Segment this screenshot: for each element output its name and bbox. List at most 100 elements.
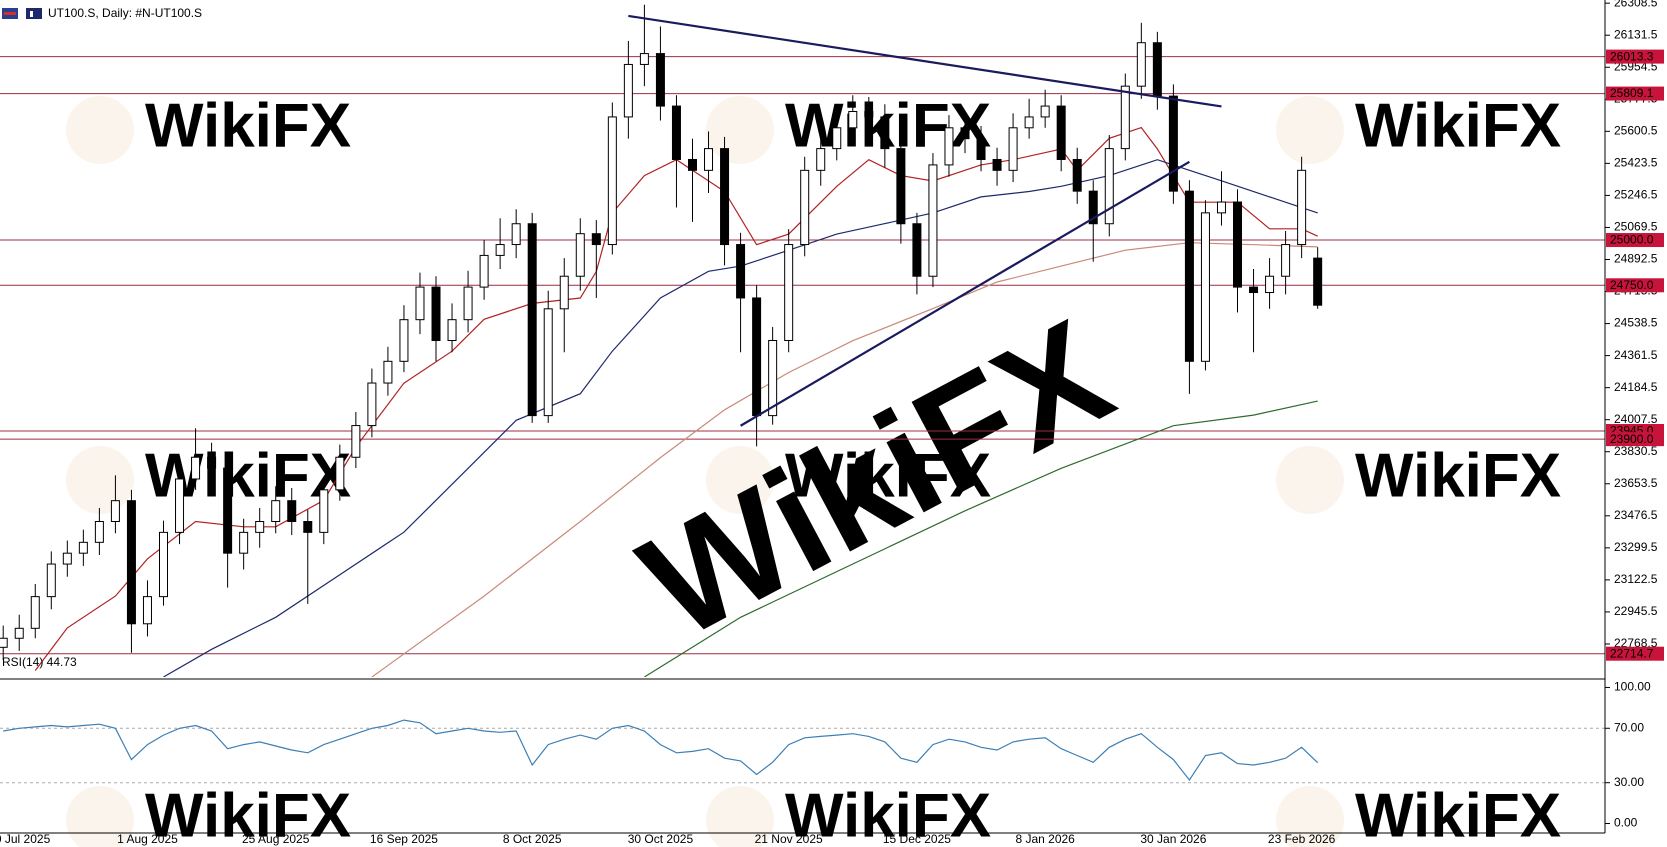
watermark-logo bbox=[1276, 96, 1344, 164]
icon bbox=[30, 11, 33, 17]
candle-body bbox=[62, 552, 72, 565]
candle-body bbox=[736, 244, 746, 299]
candle-body bbox=[175, 478, 185, 533]
y-tick-label: 25600.5 bbox=[1614, 123, 1658, 137]
watermark-logo bbox=[1276, 446, 1344, 514]
candle-body bbox=[383, 360, 393, 384]
candle-body bbox=[30, 596, 40, 629]
candle-body bbox=[832, 127, 842, 150]
candle-body bbox=[495, 244, 505, 256]
candle-body bbox=[768, 339, 778, 417]
y-tick-label: 24361.5 bbox=[1614, 348, 1658, 362]
rsi-pane bbox=[0, 719, 1605, 784]
watermark-logo bbox=[706, 446, 774, 514]
candle-body bbox=[511, 223, 521, 246]
level-label-box bbox=[1606, 278, 1664, 293]
candle-body bbox=[303, 521, 313, 533]
candle-body bbox=[639, 53, 649, 65]
y-tick-label: 24538.5 bbox=[1614, 316, 1658, 330]
icon bbox=[26, 8, 42, 19]
candle-body bbox=[527, 223, 537, 417]
candle-body bbox=[159, 531, 168, 598]
x-tick-label: 1 Aug 2025 bbox=[117, 832, 178, 846]
watermark-logo bbox=[66, 96, 134, 164]
candle-body bbox=[1072, 158, 1082, 192]
candle-body bbox=[415, 286, 425, 321]
candle-body bbox=[142, 596, 152, 625]
candle-body bbox=[399, 319, 409, 362]
watermark-logo bbox=[1276, 786, 1344, 847]
candle-body bbox=[0, 637, 8, 648]
candle-body bbox=[1281, 244, 1291, 277]
y-tick-label: 24184.5 bbox=[1614, 380, 1658, 394]
candle-body bbox=[479, 254, 489, 288]
chart-title: UT100.S, Daily: #N-UT100.S bbox=[48, 6, 202, 20]
rsi-line bbox=[3, 719, 1319, 782]
candle-body bbox=[992, 158, 1002, 171]
candle-body bbox=[94, 521, 104, 543]
candle-body bbox=[1136, 42, 1146, 87]
candle-body bbox=[1313, 257, 1323, 306]
candle-body bbox=[319, 489, 329, 533]
candle-body bbox=[223, 467, 233, 554]
level-label: 25000.0 bbox=[1610, 233, 1654, 247]
candle-body bbox=[800, 169, 810, 246]
candle-body bbox=[944, 127, 954, 166]
watermark-logo bbox=[706, 96, 774, 164]
candle-body bbox=[912, 223, 922, 277]
level-label: 24750.0 bbox=[1610, 278, 1654, 292]
y-tick-label: 23122.5 bbox=[1614, 572, 1658, 586]
candle-body bbox=[255, 521, 265, 533]
candle-body bbox=[752, 297, 762, 417]
y-tick-label: 0.00 bbox=[1614, 816, 1638, 830]
candle-body bbox=[575, 233, 585, 277]
x-tick-label: 21 Nov 2025 bbox=[755, 832, 823, 846]
candle-body bbox=[431, 286, 441, 341]
candle-body bbox=[447, 319, 457, 341]
candle-body bbox=[46, 563, 56, 598]
candle-body bbox=[623, 63, 633, 118]
y-tick-label: 23476.5 bbox=[1614, 508, 1658, 522]
y-tick-label: 24892.5 bbox=[1614, 252, 1658, 266]
y-tick-label: 23830.5 bbox=[1614, 444, 1658, 458]
candle-body bbox=[1088, 190, 1098, 225]
candle-body bbox=[816, 148, 826, 171]
y-tick-label: 25246.5 bbox=[1614, 188, 1658, 202]
trendline bbox=[628, 14, 1222, 108]
watermark: WikiFX bbox=[1355, 781, 1561, 847]
watermark: WikiFX bbox=[785, 441, 991, 510]
candle-body bbox=[864, 111, 874, 118]
candle-body bbox=[687, 158, 697, 171]
x-tick-label: 23 Feb 2026 bbox=[1268, 832, 1336, 846]
watermark: WikiFX bbox=[145, 781, 351, 847]
level-label: 22714.7 bbox=[1610, 646, 1654, 660]
candle-body bbox=[1120, 85, 1130, 150]
y-tick-label: 25069.5 bbox=[1614, 220, 1658, 234]
candle-body bbox=[1200, 212, 1210, 362]
candle-body bbox=[351, 425, 361, 458]
candle-body bbox=[1104, 148, 1114, 225]
candle-body bbox=[1249, 286, 1259, 294]
candle-body bbox=[110, 500, 120, 523]
candle-body bbox=[704, 148, 714, 171]
y-tick-label: 22945.5 bbox=[1614, 604, 1658, 618]
candle-body bbox=[655, 53, 665, 107]
candle-body bbox=[880, 116, 890, 150]
x-tick-label: 30 Oct 2025 bbox=[628, 832, 694, 846]
x-tick-label: 25 Aug 2025 bbox=[242, 832, 310, 846]
watermark: WikiFX bbox=[1355, 441, 1561, 510]
candle-body bbox=[335, 456, 345, 491]
candle-body bbox=[1024, 116, 1034, 129]
candle-body bbox=[126, 500, 136, 625]
candle-body bbox=[848, 111, 858, 129]
x-tick-label: 30 Jan 2026 bbox=[1140, 832, 1206, 846]
price-pane bbox=[0, 4, 1605, 677]
header: UT100.S, Daily: #N-UT100.S bbox=[2, 6, 202, 20]
y-tick-label: 23653.5 bbox=[1614, 476, 1658, 490]
candle-body bbox=[287, 500, 297, 523]
candle-body bbox=[559, 275, 569, 310]
level-label: 25809.1 bbox=[1610, 86, 1654, 100]
level-label-box bbox=[1606, 49, 1664, 64]
candle-body bbox=[543, 308, 553, 417]
